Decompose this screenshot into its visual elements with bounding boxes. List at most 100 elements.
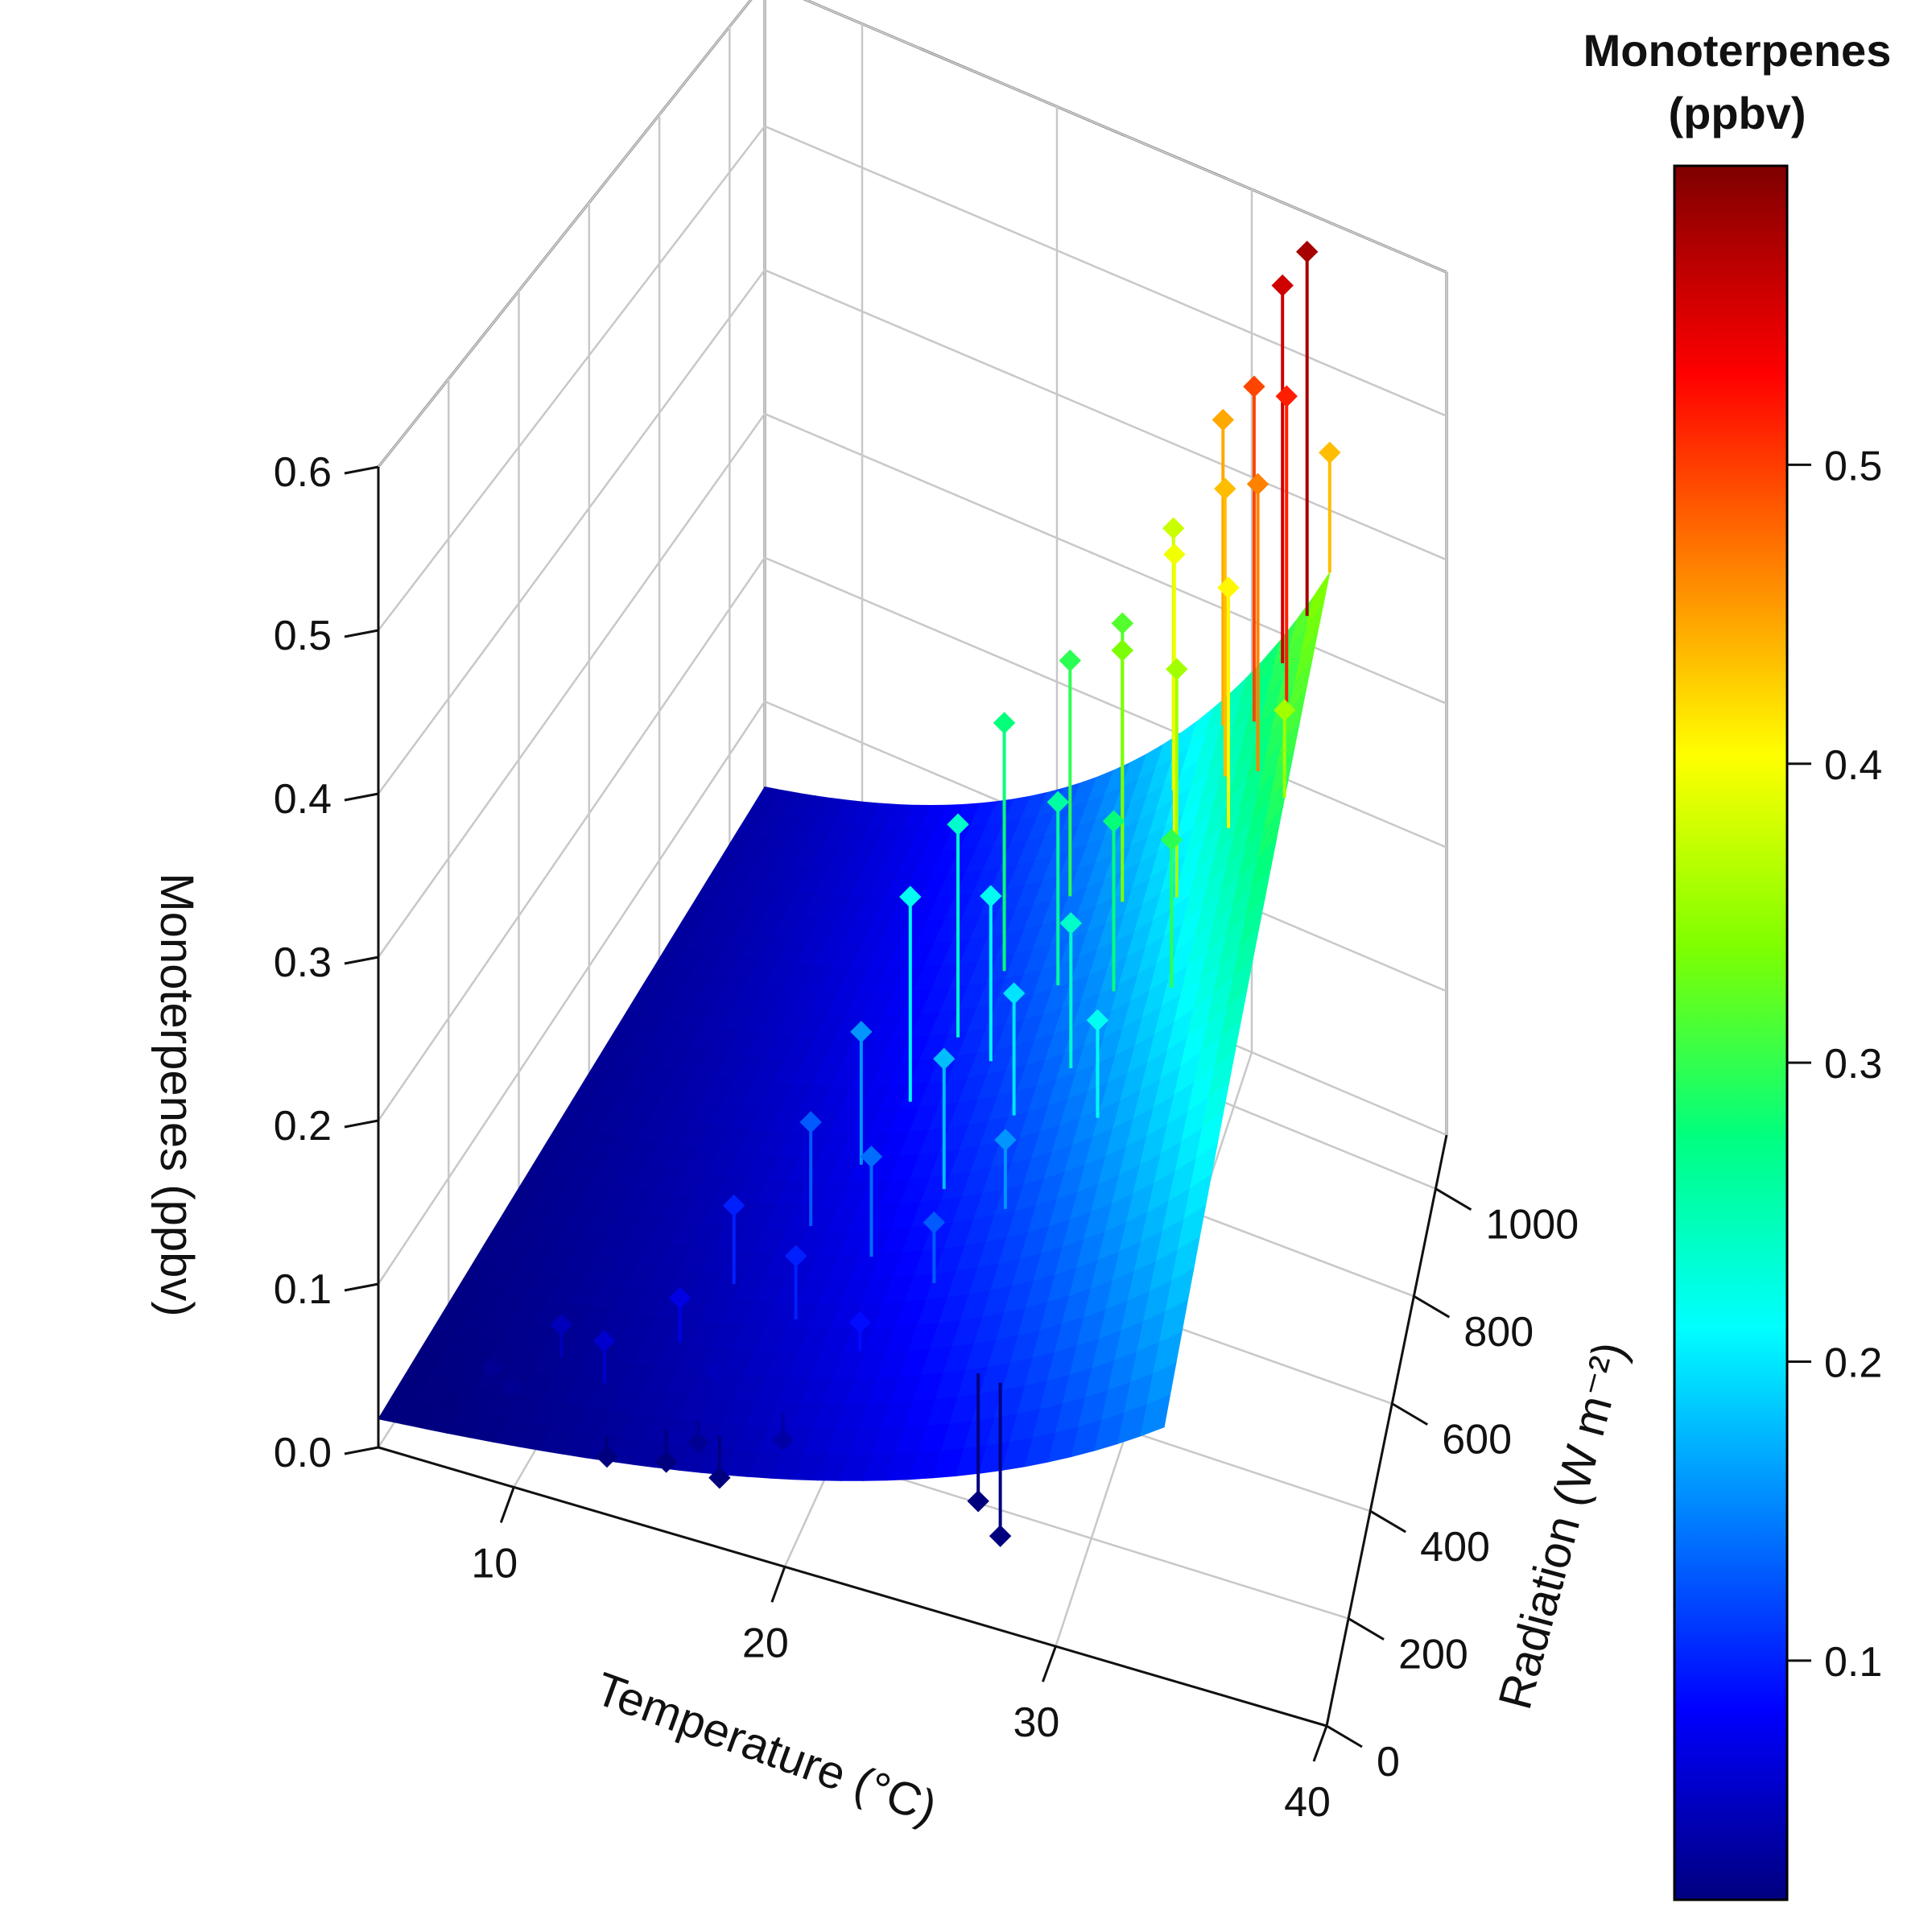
colorbar: Monoterpenes (ppbv) 0.1 0.2 0.3 0.4 0.5 [1583,25,1892,1901]
x-tick-mark [770,1566,786,1603]
colorbar-title-line1: Monoterpenes [1583,25,1892,76]
data-point [654,1451,678,1473]
data-point [1002,982,1026,1005]
data-point [1086,1009,1109,1032]
grid-line-back-z [764,269,1447,561]
z-tick-mark [344,465,379,475]
data-point [687,1431,710,1455]
z-tick-label: 0.4 [274,776,332,823]
y-tick-mark [1413,1294,1451,1319]
data-point [548,1402,571,1425]
data-point [1271,274,1294,297]
data-point [1111,612,1134,635]
z-tick-label: 0.6 [274,449,332,496]
data-point [980,885,1002,907]
data-point [1166,658,1188,680]
colorbar-tick-label: 0.3 [1824,1041,1882,1088]
data-point [947,813,969,836]
y-tick-mark [1326,1724,1363,1748]
grid-line-back-z [764,125,1447,417]
z-tick-label: 0.0 [274,1430,332,1476]
fitted-surface [378,572,1331,1481]
data-point [1319,441,1341,464]
data-point [850,1021,873,1043]
colorbar-tick-label: 0.5 [1824,443,1882,489]
data-point [923,1211,946,1234]
data-point [669,1286,691,1310]
data-point [848,1311,871,1334]
box-edge [803,0,1447,274]
data-point [994,1129,1017,1151]
data-point [438,1392,460,1415]
data-point [993,712,1016,734]
data-point [933,1047,956,1071]
data-point [1059,912,1082,935]
data-point [1059,649,1081,672]
y-tick-mark [1348,1617,1385,1641]
data-point [550,1314,572,1336]
grid-line-back-z [803,0,1447,274]
x-tick-label: 20 [742,1620,789,1666]
z-tick-label: 0.2 [274,1103,332,1150]
data-point [860,1146,883,1168]
box-edge [378,1446,1327,1728]
data-point [722,1194,745,1217]
data-point [1275,385,1298,407]
z-tick-mark [344,1446,379,1455]
data-point [1246,473,1269,496]
data-point [481,1356,504,1380]
x-tick-mark [499,1486,515,1523]
data-point [1243,375,1265,398]
z-tick-label: 0.3 [274,939,332,986]
grid-line-side-z [377,269,766,795]
data-point [899,886,922,908]
x-tick-label: 40 [1284,1779,1331,1826]
z-tick-mark [344,1119,379,1129]
axis-ticks: 0.00.10.20.30.40.50.61020304002004006008… [274,449,1579,1826]
y-tick-mark [1369,1509,1406,1534]
grid-line-back-z [764,412,1447,705]
x-axis-label: Temperature (°C) [588,1662,943,1834]
grid-line-side-z [378,126,766,631]
y-tick-label: 800 [1463,1309,1534,1356]
z-tick-mark [344,956,379,965]
x-tick-mark [1042,1645,1057,1682]
data-point [1295,241,1319,263]
data-point [772,1428,795,1451]
surface-facet [1140,1394,1171,1437]
data-point [1217,576,1240,599]
data-point [706,1361,729,1385]
z-axis-label: Monoterpenes (ppbv) [151,873,203,1316]
data-point [1163,543,1186,566]
y-tick-mark [1391,1402,1429,1426]
y-tick-label: 1000 [1485,1202,1579,1249]
z-tick-mark [344,1282,379,1292]
data-point [1162,517,1185,539]
y-tick-mark [1435,1187,1472,1212]
grid-line-side-z [377,700,766,1285]
colorbar-tick-label: 0.4 [1824,742,1882,789]
y-tick-label: 400 [1420,1524,1490,1571]
z-tick-mark [344,792,379,802]
data-point [1102,810,1125,832]
grid-line-side-z [377,413,766,958]
data-point [1046,791,1069,814]
z-tick-label: 0.1 [274,1266,332,1313]
data-point [596,1445,618,1468]
data-point [502,1376,524,1398]
data-point [1212,408,1235,431]
y-axis-label: Radiation (W m⁻²) [1488,1336,1637,1715]
z-tick-label: 0.5 [274,613,332,659]
data-point [784,1245,807,1267]
z-tick-mark [344,629,379,638]
x-tick-label: 30 [1013,1699,1060,1746]
data-point [1273,699,1296,721]
data-point [1111,639,1133,662]
colorbar-gradient [1673,164,1789,1901]
box-edge [377,0,753,468]
colorbar-tick-label: 0.1 [1824,1639,1882,1686]
data-point [967,1490,989,1513]
x-tick-mark [1312,1725,1328,1762]
data-points [438,241,1341,1547]
